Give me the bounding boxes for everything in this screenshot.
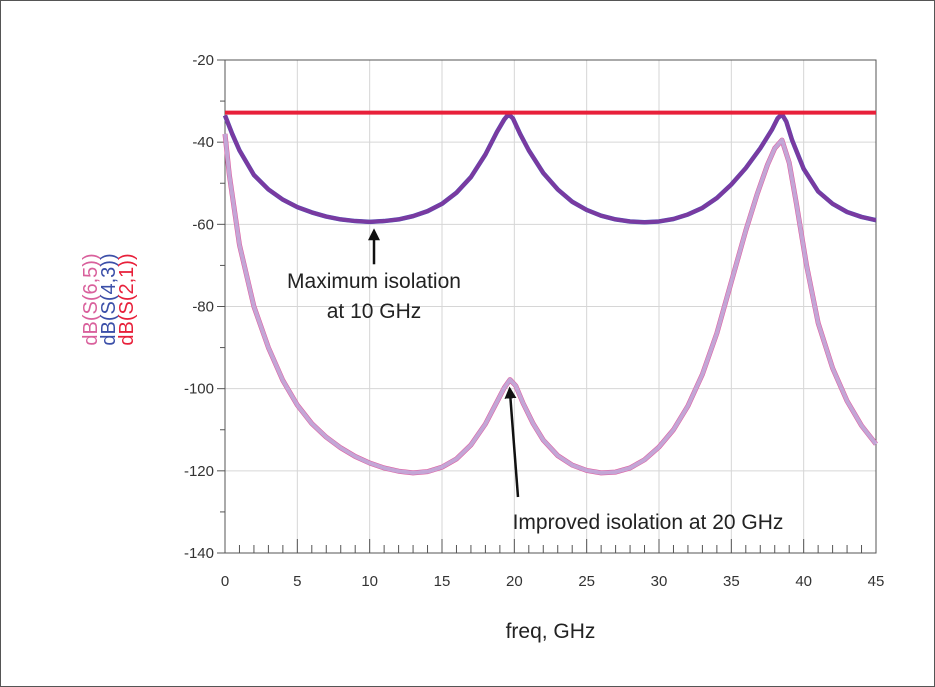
series-lines xyxy=(222,110,878,476)
axis-ticks: 0 5 10 15 20 25 30 35 40 45 -20 -40 -60 -80 -100 -120 -1… xyxy=(184,52,884,590)
y-tick-label: -80 xyxy=(192,299,214,316)
x-tick-label: 20 xyxy=(506,573,523,590)
y-axis-series-labels: dB(S(6,5)) dB(S(4,3)) dB(S(2,1)) xyxy=(80,253,138,345)
ylabel-s21: dB(S(2,1)) xyxy=(116,253,138,345)
x-tick-label: 45 xyxy=(868,573,885,590)
x-tick-label: 35 xyxy=(723,573,740,590)
x-tick-label: 30 xyxy=(651,573,668,590)
x-tick-label: 15 xyxy=(434,573,451,590)
annotation-text-improved: Improved isolation at 20 GHz xyxy=(513,511,784,534)
annotation-text-max: Maximum isolation xyxy=(287,270,461,293)
y-tick-label: -20 xyxy=(192,52,214,69)
x-tick-label: 25 xyxy=(578,573,595,590)
x-tick-label: 0 xyxy=(221,573,229,590)
y-tick-label: -40 xyxy=(192,134,214,151)
series-s65-edge xyxy=(222,133,878,476)
ylabel-s43: dB(S(4,3)) xyxy=(98,253,120,345)
annotation-arrow-improved xyxy=(504,386,520,498)
y-tick-label: -60 xyxy=(192,216,214,233)
x-tick-label: 40 xyxy=(795,573,812,590)
series-s65-line xyxy=(223,133,878,475)
annotations: Maximum isolation at 10 GHz Improved isola… xyxy=(287,228,784,534)
ylabel-s65: dB(S(6,5)) xyxy=(80,253,102,345)
y-tick-label: -140 xyxy=(184,545,214,562)
x-axis-label: freq, GHz xyxy=(506,620,596,643)
x-tick-label: 10 xyxy=(361,573,378,590)
y-tick-label: -120 xyxy=(184,463,214,480)
annotation-text-max: at 10 GHz xyxy=(327,300,422,323)
x-tick-label: 5 xyxy=(293,573,301,590)
series-s43-line xyxy=(223,112,877,225)
gridlines xyxy=(225,60,876,553)
y-tick-label: -100 xyxy=(184,381,214,398)
series-s43-edge xyxy=(222,111,877,225)
